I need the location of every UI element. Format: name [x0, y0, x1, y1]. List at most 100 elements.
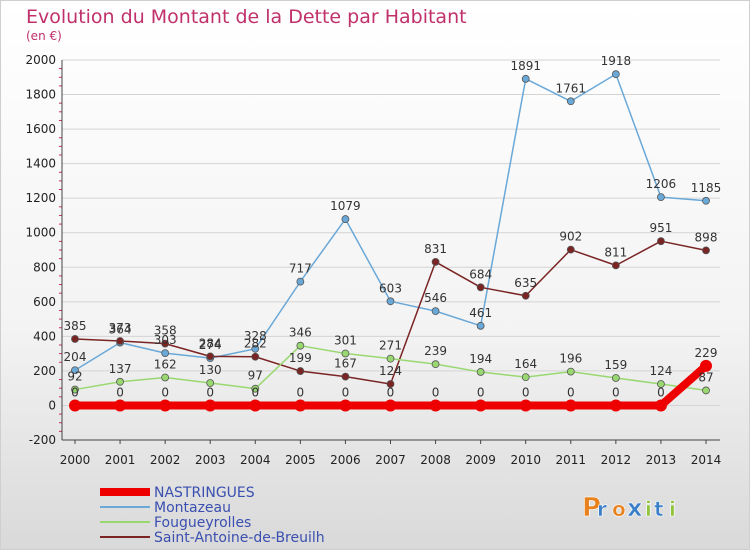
legend-label: Saint-Antoine-de-Breuilh — [154, 530, 325, 546]
data-label-montazeau: 1761 — [556, 81, 587, 95]
data-point-fougueyrolles — [611, 374, 620, 382]
data-label-fougueyrolles: 130 — [199, 363, 222, 377]
data-point-fougueyrolles — [116, 377, 124, 386]
legend-label: Fougueyrolles — [154, 515, 251, 531]
data-label-montazeau: 546 — [424, 291, 447, 305]
data-point-saint-antoine-de-breuilh — [386, 380, 395, 388]
x-tick-label: 2011 — [556, 453, 587, 467]
data-label-fougueyrolles: 92 — [67, 370, 82, 384]
data-point-nastringues — [519, 399, 532, 412]
y-tick-label: -200 — [29, 433, 56, 447]
x-tick-label: 2007 — [375, 453, 406, 467]
data-label-nastringues: 229 — [695, 346, 718, 360]
data-label-nastringues: 0 — [251, 385, 259, 399]
data-label-montazeau: 274 — [199, 338, 222, 352]
data-point-saint-antoine-de-breuilh — [251, 352, 260, 361]
data-label-montazeau: 461 — [469, 306, 492, 320]
logo-letter: t — [654, 497, 664, 521]
data-point-saint-antoine-de-breuilh — [296, 367, 305, 375]
logo-letter: x — [627, 494, 643, 522]
data-point-fougueyrolles — [296, 341, 305, 350]
data-point-saint-antoine-de-breuilh — [116, 337, 124, 345]
x-tick-label: 2004 — [240, 453, 271, 467]
y-tick-label: 1800 — [25, 88, 56, 102]
data-label-montazeau: 1079 — [330, 199, 361, 213]
y-tick-label: 400 — [33, 329, 56, 343]
logo-letter: P — [582, 493, 601, 523]
data-point-fougueyrolles — [386, 354, 395, 363]
data-label-fougueyrolles: 87 — [698, 370, 713, 384]
data-label-montazeau: 328 — [244, 329, 267, 343]
data-label-montazeau: 364 — [109, 323, 132, 337]
data-point-nastringues — [159, 399, 172, 412]
x-tick-label: 2006 — [330, 453, 361, 467]
data-point-nastringues — [339, 399, 352, 412]
data-label-fougueyrolles: 196 — [559, 352, 582, 366]
x-tick-label: 2008 — [420, 453, 451, 467]
logo-letter: r — [597, 497, 607, 521]
data-label-saint-antoine-de-breuilh: 831 — [424, 242, 447, 256]
data-point-fougueyrolles — [431, 360, 440, 369]
chart-title: Evolution du Montant de la Dette par Hab… — [26, 6, 467, 28]
data-point-fougueyrolles — [657, 380, 665, 388]
data-point-saint-antoine-de-breuilh — [71, 335, 79, 343]
data-label-saint-antoine-de-breuilh: 284 — [199, 336, 222, 350]
data-point-nastringues — [249, 399, 262, 412]
x-tick-label: 2003 — [195, 453, 226, 467]
data-point-saint-antoine-de-breuilh — [476, 283, 485, 292]
data-point-montazeau — [251, 344, 260, 353]
data-label-saint-antoine-de-breuilh: 124 — [379, 364, 402, 378]
data-label-montazeau: 1918 — [601, 54, 632, 68]
data-point-montazeau — [386, 297, 395, 306]
data-label-nastringues: 0 — [387, 385, 395, 399]
data-point-saint-antoine-de-breuilh — [566, 245, 575, 254]
data-label-nastringues: 0 — [297, 385, 305, 399]
data-point-saint-antoine-de-breuilh — [657, 237, 665, 246]
data-point-saint-antoine-de-breuilh — [206, 352, 215, 361]
data-point-nastringues — [654, 399, 667, 412]
data-point-nastringues — [609, 399, 622, 412]
data-point-nastringues — [204, 399, 217, 412]
data-point-nastringues — [384, 399, 397, 412]
data-point-saint-antoine-de-breuilh — [521, 291, 530, 300]
chart-subtitle: (en €) — [26, 29, 62, 43]
logo-letter: i — [669, 497, 676, 521]
y-tick-label: 1000 — [25, 226, 56, 240]
data-point-montazeau — [521, 74, 530, 83]
data-point-montazeau — [566, 97, 575, 106]
data-label-saint-antoine-de-breuilh: 358 — [154, 324, 177, 338]
data-label-saint-antoine-de-breuilh: 811 — [604, 245, 627, 259]
data-label-nastringues: 0 — [612, 385, 620, 399]
y-tick-label: 1200 — [25, 191, 56, 205]
data-label-montazeau: 1206 — [646, 177, 677, 191]
y-tick-label: 600 — [33, 295, 56, 309]
proxiti-logo: Pr o x i t i — [582, 493, 676, 524]
data-point-fougueyrolles — [702, 386, 710, 395]
data-label-fougueyrolles: 124 — [649, 364, 672, 378]
data-point-fougueyrolles — [341, 349, 350, 358]
data-label-saint-antoine-de-breuilh: 898 — [695, 230, 718, 244]
data-point-fougueyrolles — [476, 368, 485, 376]
logo-letter: o — [612, 497, 626, 521]
data-label-montazeau: 303 — [154, 333, 177, 347]
data-label-fougueyrolles: 301 — [334, 333, 357, 347]
data-label-fougueyrolles: 97 — [248, 369, 263, 383]
data-label-saint-antoine-de-breuilh: 167 — [334, 357, 357, 371]
x-tick-label: 2012 — [601, 453, 632, 467]
data-point-saint-antoine-de-breuilh — [341, 372, 350, 381]
data-label-nastringues: 0 — [432, 385, 440, 399]
data-point-saint-antoine-de-breuilh — [611, 261, 620, 270]
data-label-fougueyrolles: 194 — [469, 352, 492, 366]
x-tick-label: 2002 — [150, 453, 181, 467]
data-label-nastringues: 0 — [206, 385, 214, 399]
y-tick-label: 2000 — [25, 53, 56, 67]
data-point-saint-antoine-de-breuilh — [702, 246, 710, 255]
data-label-fougueyrolles: 159 — [604, 358, 627, 372]
data-point-montazeau — [657, 193, 665, 202]
y-tick-label: 200 — [33, 364, 56, 378]
x-tick-label: 2000 — [60, 453, 91, 467]
logo-letter: i — [645, 497, 652, 521]
data-label-saint-antoine-de-breuilh: 373 — [109, 321, 132, 335]
data-label-nastringues: 0 — [657, 385, 665, 399]
